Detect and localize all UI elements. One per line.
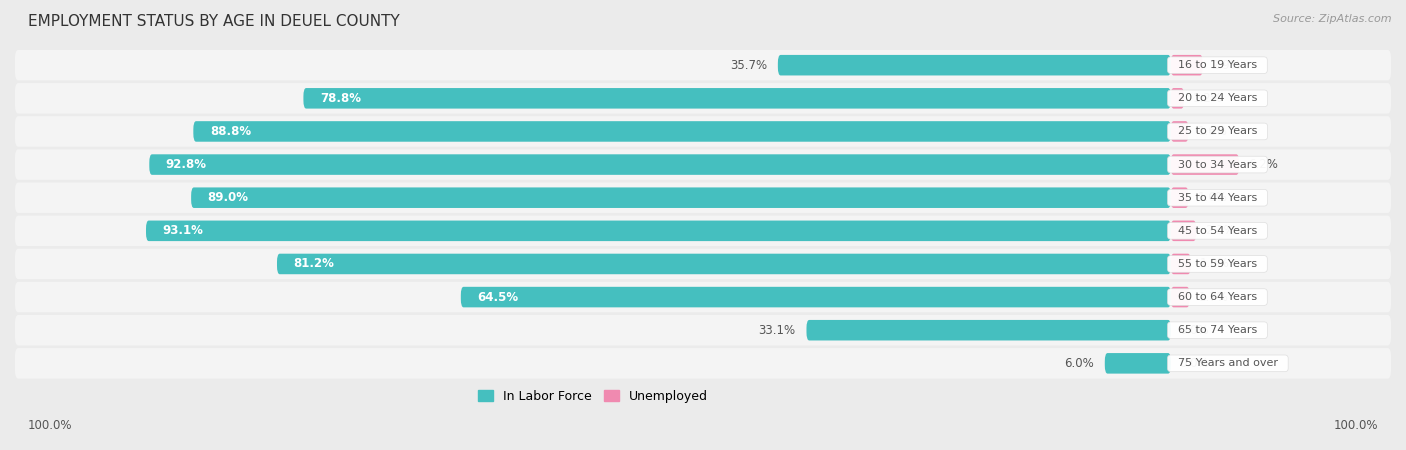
- FancyBboxPatch shape: [1171, 254, 1191, 274]
- Text: 75 Years and over: 75 Years and over: [1171, 358, 1285, 369]
- Text: 35.7%: 35.7%: [730, 58, 766, 72]
- Text: 35 to 44 Years: 35 to 44 Years: [1171, 193, 1264, 202]
- Text: 33.1%: 33.1%: [758, 324, 796, 337]
- Text: 1.2%: 1.2%: [1192, 92, 1223, 105]
- Text: 2.3%: 2.3%: [1205, 225, 1234, 237]
- FancyBboxPatch shape: [1171, 88, 1184, 108]
- Text: 100.0%: 100.0%: [1333, 419, 1378, 432]
- FancyBboxPatch shape: [15, 216, 1391, 246]
- FancyBboxPatch shape: [15, 83, 1391, 113]
- FancyBboxPatch shape: [15, 149, 1391, 180]
- Text: 1.6%: 1.6%: [1198, 191, 1227, 204]
- Text: Source: ZipAtlas.com: Source: ZipAtlas.com: [1274, 14, 1392, 23]
- FancyBboxPatch shape: [15, 50, 1391, 81]
- Text: 6.0%: 6.0%: [1064, 357, 1094, 370]
- Text: 0.0%: 0.0%: [1180, 357, 1209, 370]
- Text: 1.6%: 1.6%: [1198, 125, 1227, 138]
- Text: 81.2%: 81.2%: [294, 257, 335, 270]
- FancyBboxPatch shape: [15, 116, 1391, 147]
- FancyBboxPatch shape: [15, 249, 1391, 279]
- FancyBboxPatch shape: [1171, 121, 1188, 142]
- Text: 65 to 74 Years: 65 to 74 Years: [1171, 325, 1264, 335]
- FancyBboxPatch shape: [149, 154, 1171, 175]
- FancyBboxPatch shape: [1171, 154, 1239, 175]
- FancyBboxPatch shape: [1171, 188, 1188, 208]
- FancyBboxPatch shape: [1105, 353, 1171, 373]
- FancyBboxPatch shape: [461, 287, 1171, 307]
- FancyBboxPatch shape: [191, 188, 1171, 208]
- FancyBboxPatch shape: [15, 282, 1391, 312]
- Text: 64.5%: 64.5%: [477, 291, 519, 304]
- Text: EMPLOYMENT STATUS BY AGE IN DEUEL COUNTY: EMPLOYMENT STATUS BY AGE IN DEUEL COUNTY: [28, 14, 399, 28]
- Text: 6.2%: 6.2%: [1249, 158, 1278, 171]
- FancyBboxPatch shape: [15, 315, 1391, 346]
- Text: 20 to 24 Years: 20 to 24 Years: [1171, 93, 1264, 104]
- Text: 16 to 19 Years: 16 to 19 Years: [1171, 60, 1264, 70]
- Text: 1.7%: 1.7%: [1198, 291, 1229, 304]
- Text: 30 to 34 Years: 30 to 34 Years: [1171, 160, 1264, 170]
- Text: 45 to 54 Years: 45 to 54 Years: [1171, 226, 1264, 236]
- FancyBboxPatch shape: [1171, 220, 1197, 241]
- Text: 78.8%: 78.8%: [321, 92, 361, 105]
- FancyBboxPatch shape: [194, 121, 1171, 142]
- Text: 2.9%: 2.9%: [1212, 58, 1241, 72]
- Text: 25 to 29 Years: 25 to 29 Years: [1171, 126, 1264, 136]
- Text: 92.8%: 92.8%: [166, 158, 207, 171]
- Text: 55 to 59 Years: 55 to 59 Years: [1171, 259, 1264, 269]
- FancyBboxPatch shape: [15, 182, 1391, 213]
- Text: 93.1%: 93.1%: [163, 225, 204, 237]
- FancyBboxPatch shape: [15, 348, 1391, 378]
- Text: 1.8%: 1.8%: [1199, 257, 1229, 270]
- FancyBboxPatch shape: [146, 220, 1171, 241]
- Text: 100.0%: 100.0%: [28, 419, 73, 432]
- Legend: In Labor Force, Unemployed: In Labor Force, Unemployed: [472, 385, 713, 408]
- FancyBboxPatch shape: [277, 254, 1171, 274]
- FancyBboxPatch shape: [778, 55, 1171, 76]
- Text: 88.8%: 88.8%: [209, 125, 250, 138]
- FancyBboxPatch shape: [304, 88, 1171, 108]
- Text: 60 to 64 Years: 60 to 64 Years: [1171, 292, 1264, 302]
- Text: 0.0%: 0.0%: [1180, 324, 1209, 337]
- FancyBboxPatch shape: [1171, 55, 1202, 76]
- FancyBboxPatch shape: [1171, 287, 1189, 307]
- FancyBboxPatch shape: [807, 320, 1171, 341]
- Text: 89.0%: 89.0%: [208, 191, 249, 204]
